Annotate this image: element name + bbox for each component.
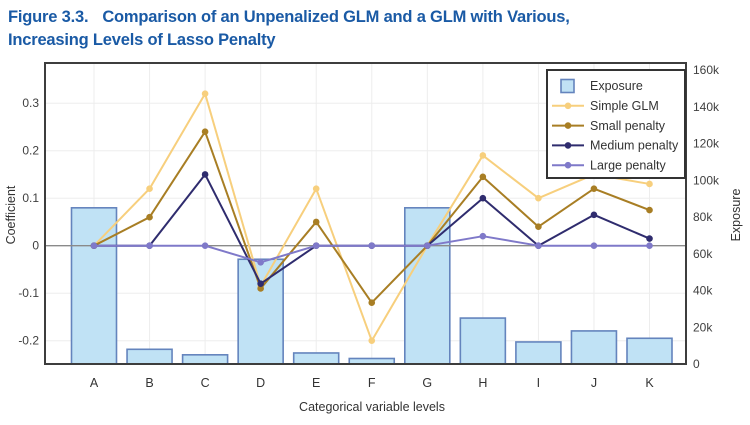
data-point bbox=[479, 194, 487, 202]
x-axis-title: Categorical variable levels bbox=[299, 400, 445, 414]
legend-dot-swatch bbox=[564, 122, 572, 129]
data-point bbox=[90, 242, 98, 249]
legend-item-label: Large penalty bbox=[590, 158, 667, 172]
chart-area: 0.3 0.2 0.1 0 -0.1 -0.2 Coefficient 160k 140k 120… bbox=[0, 57, 750, 425]
left-axis-title: Coefficient bbox=[4, 185, 18, 244]
plot-border bbox=[44, 62, 687, 365]
data-point bbox=[590, 185, 598, 192]
figure-title-line2: Increasing Levels of Lasso Penalty bbox=[8, 30, 276, 49]
figure-number: Figure 3.3. bbox=[8, 8, 89, 26]
right-axis-tick-label: 20k bbox=[693, 320, 713, 334]
combo-chart: 0.3 0.2 0.1 0 -0.1 -0.2 Coefficient 160k 140k 120… bbox=[4, 62, 743, 414]
right-axis-tick-label: 160k bbox=[693, 63, 720, 77]
right-axis-title: Exposure bbox=[729, 189, 743, 242]
series-large-penalty bbox=[90, 232, 653, 266]
exposure-bar bbox=[237, 258, 284, 365]
category-label: A bbox=[90, 376, 99, 390]
data-point bbox=[479, 232, 487, 240]
category-label: F bbox=[368, 376, 376, 390]
left-axis-tick-label: 0.1 bbox=[22, 191, 39, 205]
data-point bbox=[479, 152, 487, 159]
data-point bbox=[201, 128, 209, 135]
legend-swatch-exposure bbox=[560, 78, 575, 94]
data-point bbox=[646, 235, 653, 242]
left-axis-tick-label: 0 bbox=[32, 239, 39, 253]
left-axis-tick-label: 0.2 bbox=[22, 144, 39, 158]
right-axis-tick-label: 40k bbox=[693, 284, 713, 298]
exposure-bar bbox=[292, 352, 340, 365]
data-point bbox=[257, 280, 264, 287]
data-point bbox=[590, 242, 598, 249]
data-point bbox=[312, 242, 320, 249]
data-point bbox=[201, 242, 209, 249]
legend-dot-swatch bbox=[564, 142, 572, 149]
data-point bbox=[146, 213, 153, 221]
data-point bbox=[590, 211, 598, 219]
data-point bbox=[646, 242, 653, 249]
category-label: C bbox=[201, 376, 210, 390]
left-axis-tick-label: -0.1 bbox=[18, 286, 39, 300]
exposure-bar bbox=[70, 207, 118, 365]
data-point bbox=[201, 90, 209, 97]
figure-title: Figure 3.3. Comparison of an Unpenalized … bbox=[0, 0, 750, 52]
category-label: J bbox=[591, 376, 597, 390]
right-axis-tick-label: 140k bbox=[693, 100, 720, 114]
data-point bbox=[535, 223, 542, 230]
category-label: D bbox=[256, 376, 265, 390]
category-label: K bbox=[645, 376, 654, 390]
category-label: I bbox=[537, 376, 540, 390]
legend-item-label: Exposure bbox=[590, 79, 643, 93]
data-point bbox=[535, 194, 542, 202]
right-axis-tick-label: 0 bbox=[693, 357, 700, 371]
legend-item-label: Small penalty bbox=[590, 119, 666, 133]
exposure-bar bbox=[570, 330, 618, 365]
figure-title-line1: Figure 3.3. Comparison of an Unpenalized … bbox=[8, 6, 740, 29]
category-label: G bbox=[422, 376, 432, 390]
data-point bbox=[312, 185, 320, 192]
data-point bbox=[201, 171, 209, 178]
category-label: H bbox=[478, 376, 487, 390]
exposure-bar bbox=[459, 317, 507, 365]
figure-title-text: Comparison of an Unpenalized GLM and a G… bbox=[102, 8, 570, 26]
category-label: E bbox=[312, 376, 320, 390]
legend-item-label: Simple GLM bbox=[590, 99, 659, 113]
exposure-bar bbox=[626, 337, 673, 365]
right-axis-tick-label: 80k bbox=[693, 210, 713, 224]
left-axis-tick-label: -0.2 bbox=[18, 334, 39, 348]
data-point bbox=[312, 218, 320, 226]
right-axis-tick-label: 120k bbox=[693, 137, 720, 151]
exposure-bar bbox=[515, 341, 562, 365]
right-axis-tick-label: 60k bbox=[693, 247, 713, 261]
data-point bbox=[479, 173, 487, 181]
data-point bbox=[368, 242, 376, 249]
data-point bbox=[424, 242, 431, 249]
right-axis-tick-label: 100k bbox=[693, 173, 720, 187]
data-point bbox=[146, 185, 153, 192]
data-point bbox=[368, 337, 376, 345]
data-point bbox=[535, 242, 542, 249]
category-label: B bbox=[145, 376, 153, 390]
exposure-bar bbox=[126, 348, 173, 365]
legend-dot-swatch bbox=[564, 161, 572, 169]
legend: Exposure Simple GLM Small penalty Medium pe… bbox=[546, 69, 686, 179]
data-point bbox=[646, 206, 653, 214]
data-point bbox=[368, 299, 376, 306]
data-point bbox=[257, 259, 264, 266]
data-point bbox=[257, 285, 264, 292]
legend-item-label: Medium penalty bbox=[590, 139, 679, 153]
data-point bbox=[646, 180, 653, 188]
legend-dot-swatch bbox=[564, 102, 572, 110]
exposure-bar bbox=[181, 354, 229, 365]
left-axis-tick-label: 0.3 bbox=[22, 96, 39, 110]
data-point bbox=[146, 242, 153, 249]
